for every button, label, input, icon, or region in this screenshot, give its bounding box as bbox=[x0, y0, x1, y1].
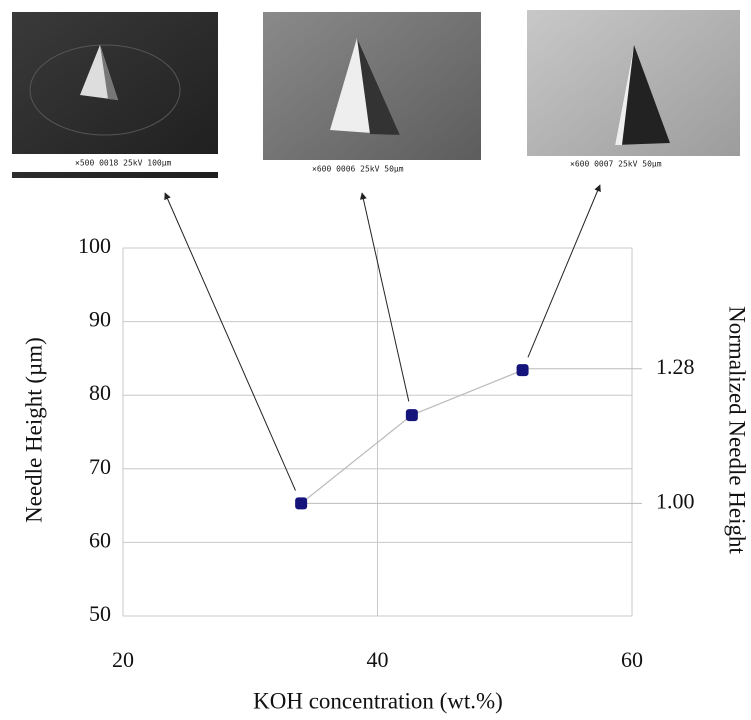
inset-image: ×600 0007 25kV 50μm bbox=[527, 10, 740, 172]
y-axis-label: Needle Height (µm) bbox=[21, 337, 46, 523]
arrow bbox=[164, 192, 296, 491]
inset-image: ×600 0006 25kV 50μm bbox=[263, 12, 481, 178]
inset-caption: ×500 0018 25kV 100μm bbox=[75, 159, 172, 168]
y-tick-label: 50 bbox=[89, 601, 111, 626]
x-axis-label: KOH concentration (wt.%) bbox=[253, 688, 503, 713]
x-tick-label: 40 bbox=[367, 647, 389, 672]
data-point bbox=[405, 409, 418, 422]
y-tick-label: 60 bbox=[89, 527, 111, 552]
y-tick-label: 100 bbox=[78, 233, 111, 258]
arrow bbox=[527, 184, 601, 358]
data-point bbox=[516, 364, 529, 377]
arrow bbox=[359, 192, 410, 402]
y2-tick-label: 1.28 bbox=[656, 354, 695, 379]
y-tick-label: 70 bbox=[89, 454, 111, 479]
x-tick-label: 20 bbox=[112, 647, 134, 672]
series-line bbox=[300, 369, 523, 504]
y2-axis-label: Normalized Needle Height bbox=[725, 306, 750, 554]
inset-caption: ×600 0007 25kV 50μm bbox=[570, 160, 662, 169]
inset-caption: ×600 0006 25kV 50μm bbox=[312, 165, 404, 174]
inset-image: ×500 0018 25kV 100μm bbox=[12, 12, 218, 178]
data-point bbox=[295, 497, 308, 510]
y-tick-label: 80 bbox=[89, 380, 111, 405]
y2-tick-label: 1.00 bbox=[656, 488, 695, 513]
x-tick-label: 60 bbox=[621, 647, 643, 672]
y-tick-label: 90 bbox=[89, 307, 111, 332]
